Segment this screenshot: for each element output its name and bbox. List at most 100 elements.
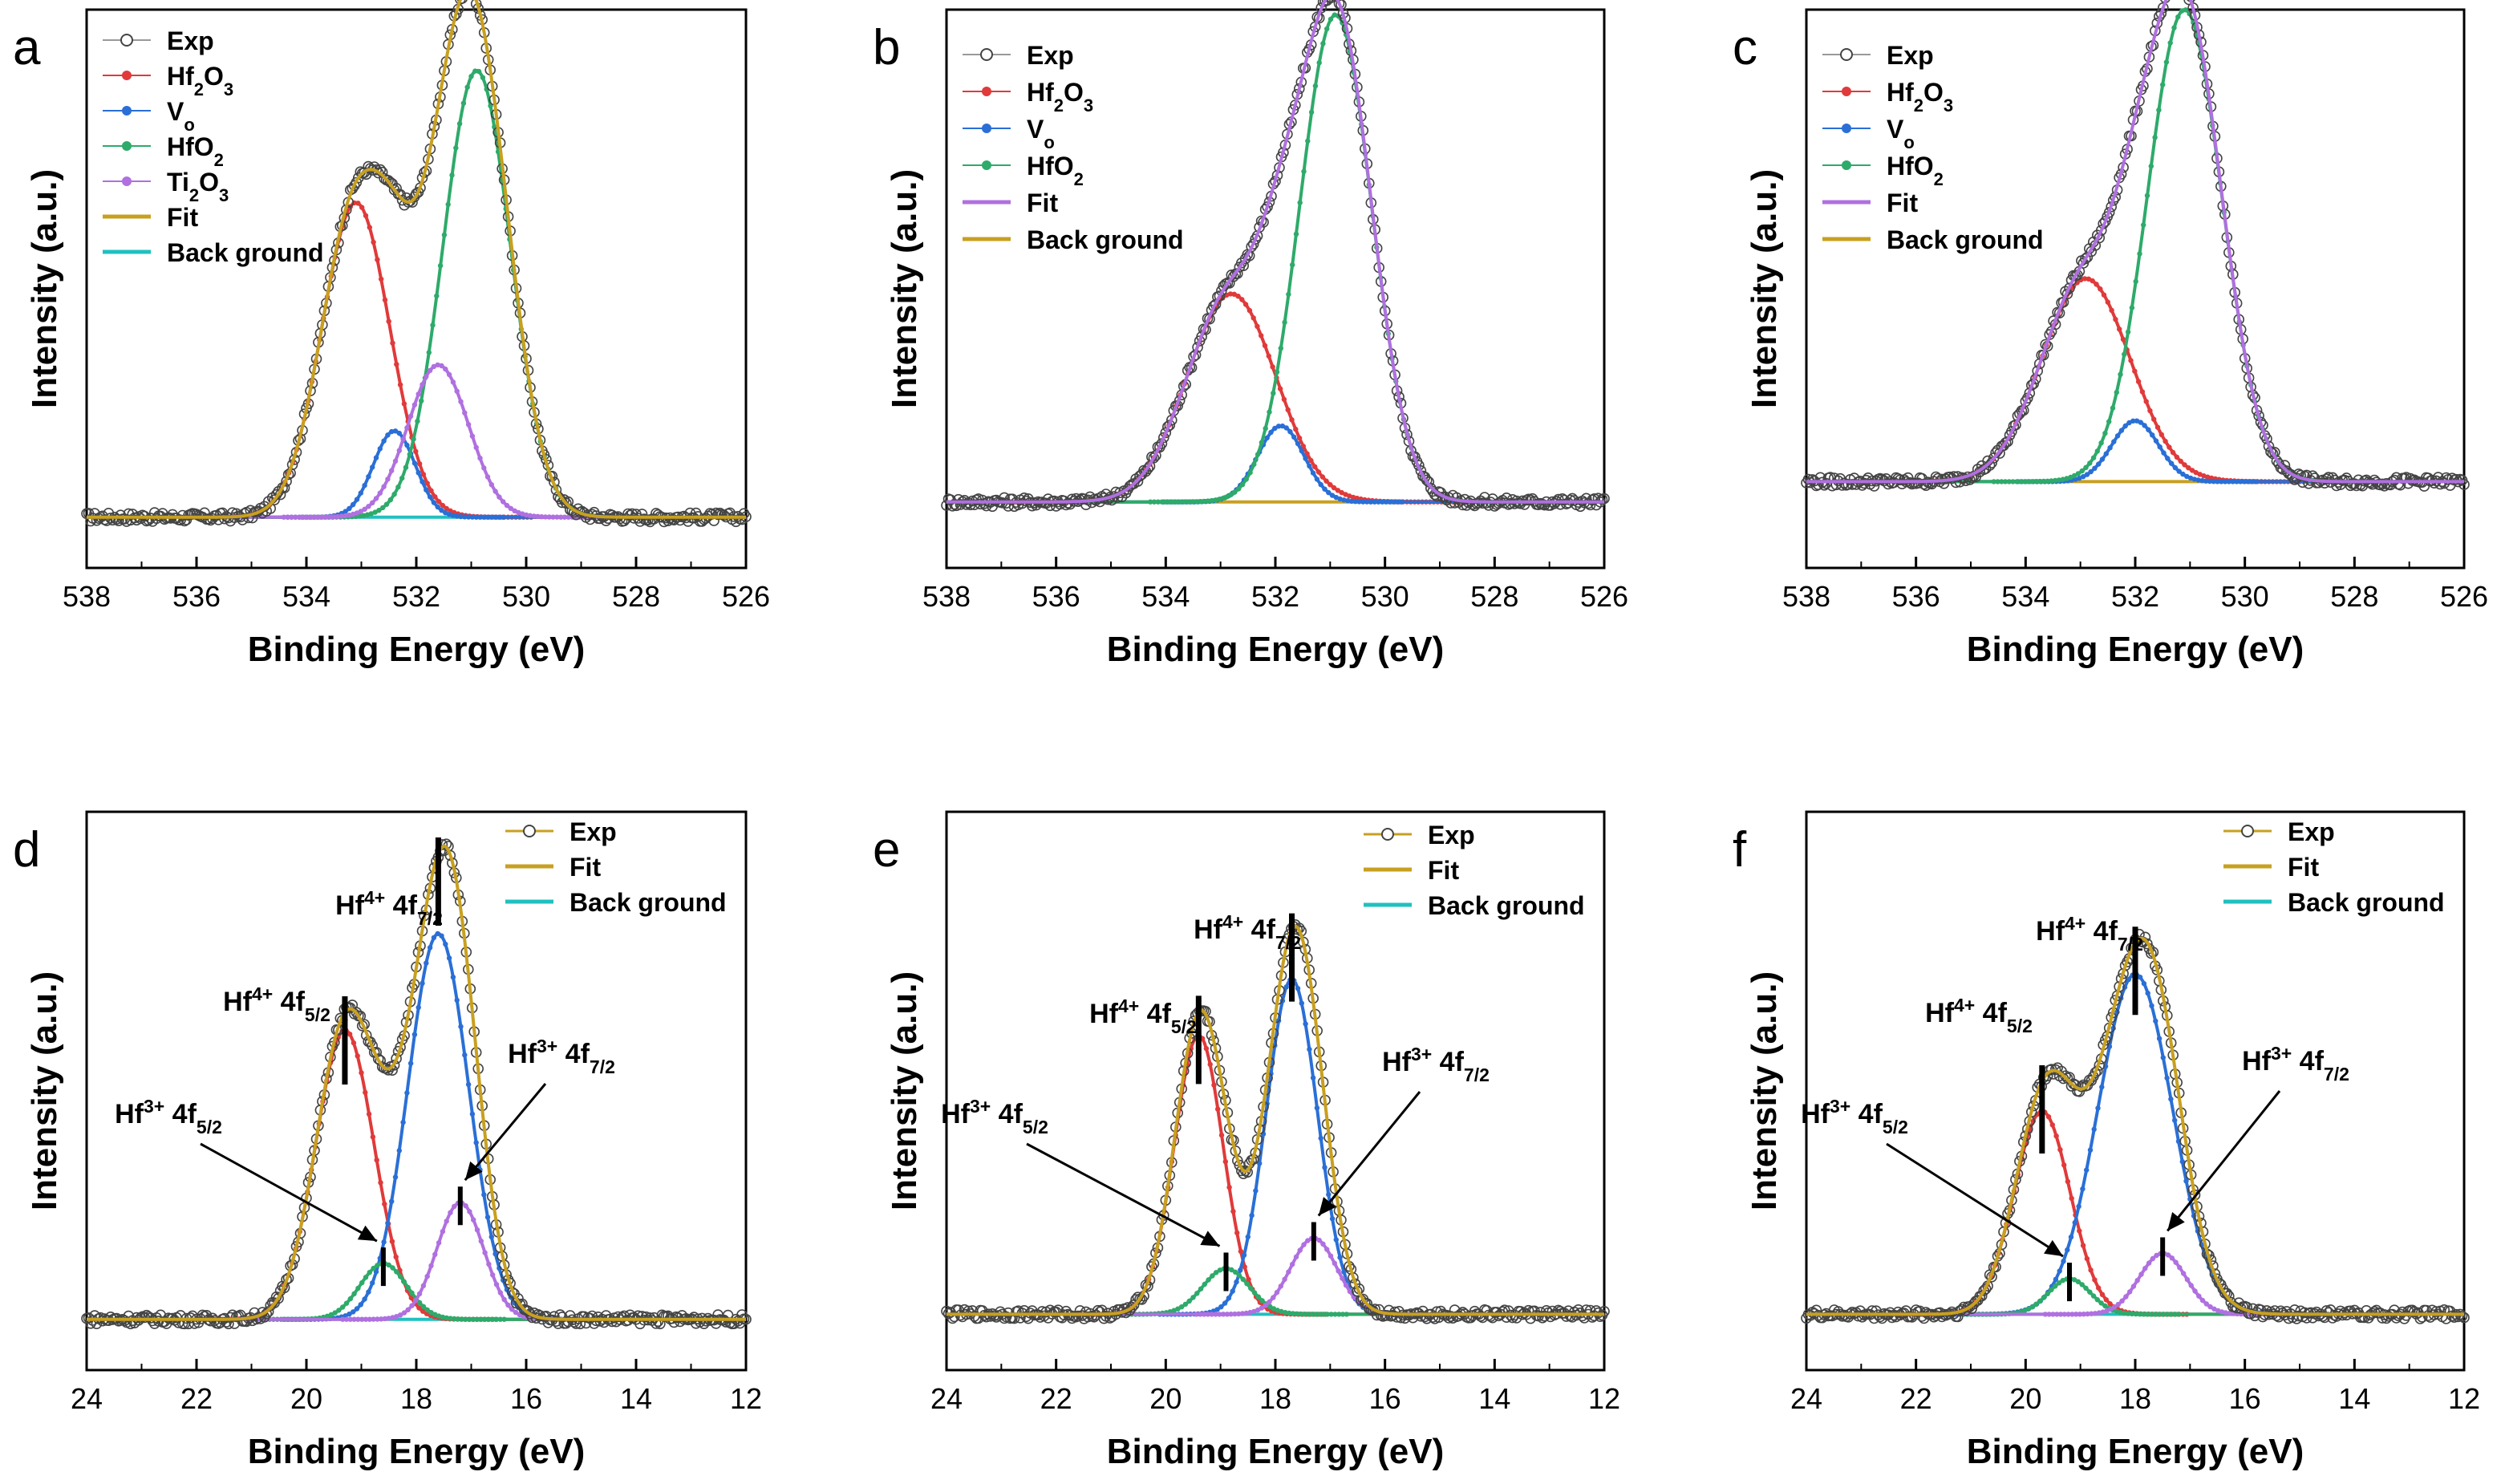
- component-point: [1274, 1289, 1280, 1295]
- component-point: [497, 514, 502, 520]
- component-point: [473, 444, 479, 450]
- component-point: [1383, 499, 1389, 505]
- component-point: [2203, 1301, 2209, 1307]
- arrow-head: [2044, 1239, 2063, 1257]
- component-point: [358, 490, 363, 496]
- component-point: [2110, 405, 2116, 411]
- component-point: [363, 1316, 369, 1322]
- component-point: [1328, 16, 1334, 22]
- component-point: [471, 1316, 476, 1322]
- component-point: [380, 505, 386, 511]
- component-point: [390, 1265, 395, 1271]
- component-point: [411, 460, 418, 466]
- component-point: [1148, 499, 1153, 505]
- component-point: [409, 1303, 415, 1308]
- component-point: [426, 350, 432, 355]
- component-point: [1324, 26, 1330, 32]
- component-point: [2137, 251, 2142, 257]
- component-point: [2091, 1126, 2097, 1133]
- component-point: [2165, 1252, 2171, 1258]
- component-point: [446, 955, 452, 961]
- component-point: [484, 474, 491, 480]
- component-point: [513, 1309, 519, 1316]
- component-point: [1155, 499, 1161, 505]
- x-tick-label: 20: [290, 1382, 322, 1415]
- component-point: [2087, 1289, 2093, 1295]
- component-point: [1299, 1000, 1305, 1006]
- component-point: [2106, 419, 2112, 424]
- component-point: [1244, 1281, 1250, 1287]
- component-point: [362, 1296, 367, 1302]
- component-point: [1271, 1295, 1276, 1300]
- component-point: [428, 1263, 434, 1269]
- exp-point: [642, 514, 654, 526]
- component-point: [1246, 1276, 1251, 1283]
- component-point: [2186, 465, 2191, 471]
- component-point: [2138, 1271, 2144, 1277]
- component-point: [362, 506, 367, 512]
- component-point: [2057, 1312, 2064, 1317]
- component-point: [2128, 358, 2134, 363]
- component-point: [2065, 1312, 2071, 1317]
- component-point: [1316, 60, 1322, 66]
- component-point: [405, 1284, 411, 1291]
- component-point: [492, 1251, 498, 1257]
- annotation-arrow: [200, 1142, 378, 1243]
- component-point: [1391, 499, 1396, 505]
- component-point: [2156, 1312, 2162, 1317]
- fit-line: [87, 0, 746, 519]
- x-tick-label: 538: [922, 580, 971, 613]
- component-point: [1343, 1283, 1349, 1288]
- x-tick-label: 24: [71, 1382, 103, 1415]
- x-tick-label: 532: [2111, 580, 2159, 613]
- component-point: [477, 514, 483, 520]
- component-point: [364, 512, 371, 517]
- legend-marker: [122, 106, 132, 116]
- legend-label: Back ground: [1428, 891, 1585, 920]
- component-point: [1270, 364, 1275, 370]
- exp-point: [2438, 477, 2450, 489]
- component-point: [1277, 386, 1283, 391]
- component-point: [2130, 1283, 2137, 1289]
- component-point: [2160, 1055, 2166, 1060]
- component-point: [1205, 498, 1211, 504]
- component-point: [420, 980, 425, 987]
- component-point: [2143, 399, 2149, 404]
- component-point: [449, 172, 455, 178]
- component-point: [355, 1285, 361, 1291]
- arrow-head: [1200, 1231, 1220, 1247]
- component-point: [332, 1310, 338, 1316]
- exp-point: [2213, 1277, 2225, 1289]
- component-point: [420, 479, 425, 485]
- exp-point: [2275, 1305, 2287, 1317]
- component-point: [539, 514, 545, 520]
- component-point: [2100, 1309, 2106, 1315]
- component-point: [2145, 990, 2150, 996]
- component-point: [428, 488, 434, 493]
- component-point: [2163, 438, 2168, 444]
- component-vo: [946, 423, 1604, 505]
- component-point: [1344, 1312, 1350, 1317]
- exp-point: [1214, 290, 1226, 302]
- legend-label: Back ground: [167, 238, 324, 267]
- component-point: [385, 1220, 391, 1227]
- x-tick-label: 18: [400, 1382, 432, 1415]
- component-point: [1267, 1304, 1273, 1309]
- component-point: [1307, 463, 1312, 469]
- component-point: [508, 505, 513, 511]
- component-point: [2152, 135, 2158, 140]
- component-point: [2132, 368, 2138, 374]
- component-point: [465, 514, 472, 520]
- component-point: [1289, 417, 1295, 423]
- component-point: [1239, 481, 1246, 488]
- component-point: [1308, 109, 1315, 116]
- component-point: [401, 1310, 407, 1316]
- panel-letter: a: [13, 20, 41, 75]
- component-point: [415, 1004, 421, 1011]
- component-point: [2095, 1105, 2101, 1111]
- component-point: [1240, 1276, 1246, 1283]
- component-point: [436, 1240, 442, 1246]
- component-point: [1247, 1309, 1253, 1316]
- component-point: [1222, 1158, 1229, 1165]
